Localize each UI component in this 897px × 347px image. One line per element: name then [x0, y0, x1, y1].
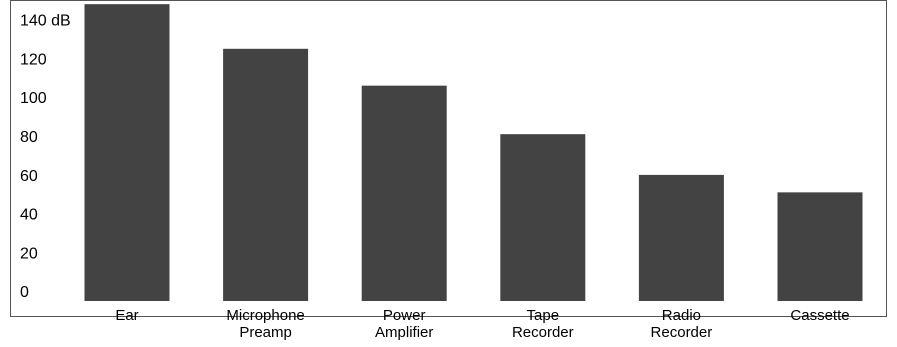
bar	[84, 4, 170, 302]
x-tick-label-line: Recorder	[651, 324, 713, 341]
bar	[500, 134, 586, 301]
y-tick-label: 140 dB	[20, 13, 71, 30]
x-tick-label: Cassette	[790, 307, 849, 324]
x-tick-label: Ear	[115, 307, 138, 324]
y-axis-ticks: 0 20 40 60 80 100 120 140 dB	[20, 13, 71, 302]
y-tick-label: 60	[20, 168, 38, 185]
x-tick-label-line: Cassette	[790, 307, 849, 324]
x-tick-label-line: Microphone	[226, 307, 304, 324]
bar	[638, 174, 724, 301]
x-tick-label-line: Amplifier	[375, 324, 433, 341]
x-tick-label-line: Power	[383, 307, 426, 324]
y-tick-label: 40	[20, 207, 38, 224]
bar	[223, 48, 309, 301]
x-tick-label-line: Tape	[527, 307, 560, 324]
y-tick-label: 20	[20, 245, 38, 262]
plot-frame	[10, 0, 887, 317]
x-tick-label: Tape Recorder	[512, 307, 574, 341]
x-tick-label: Power Amplifier	[375, 307, 433, 341]
x-tick-label-line: Recorder	[512, 324, 574, 341]
x-tick-label-line: Ear	[115, 307, 138, 324]
x-tick-label: Microphone Preamp	[226, 307, 304, 341]
x-tick-label: Radio Recorder	[651, 307, 713, 341]
y-tick-label: 100	[20, 90, 47, 107]
bars	[84, 4, 863, 302]
x-tick-label-line: Radio	[662, 307, 701, 324]
y-tick-label: 120	[20, 51, 47, 68]
x-tick-label-line: Preamp	[239, 324, 292, 341]
y-tick-label: 80	[20, 129, 38, 146]
bar	[361, 85, 447, 301]
bar	[777, 192, 863, 301]
y-tick-label: 0	[20, 284, 29, 301]
